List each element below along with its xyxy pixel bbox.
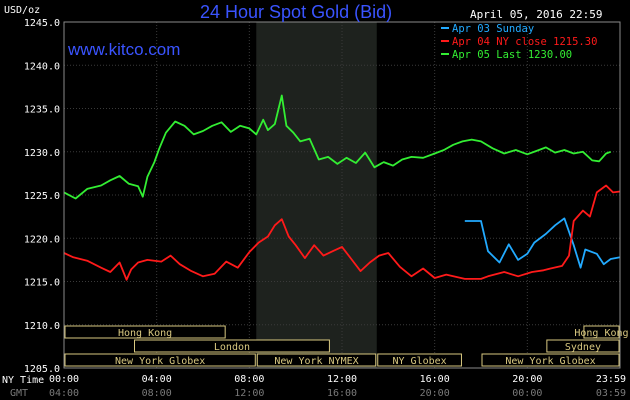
- chart-title: 24 Hour Spot Gold (Bid): [200, 2, 392, 22]
- x-tick-label-gmt: 00:00: [512, 388, 542, 399]
- x-tick-label-gmt: 16:00: [327, 388, 357, 399]
- y-tick-label: 1240.0: [24, 61, 60, 72]
- x-tick-label-gmt: 08:00: [142, 388, 172, 399]
- x-tick-label-ny: 08:00: [234, 374, 264, 385]
- series-line-0: [464, 217, 621, 269]
- y-tick-label: 1220.0: [24, 234, 60, 245]
- legend-entry: Apr 04 NY close 1215.30: [452, 36, 597, 48]
- session-label: New York NYMEX: [274, 356, 358, 367]
- date-stamp: April 05, 2016 22:59: [470, 8, 602, 21]
- x-row-label-ny: NY Time: [2, 375, 44, 386]
- x-tick-label-ny: 00:00: [49, 374, 79, 385]
- y-tick-label: 1210.0: [24, 321, 60, 332]
- session-box: [546, 339, 620, 353]
- session-label: Hong Kong: [118, 328, 172, 339]
- y-tick-label: 1245.0: [24, 18, 60, 29]
- x-tick-label-gmt: 12:00: [234, 388, 264, 399]
- x-tick-label-gmt: 04:00: [49, 388, 79, 399]
- session-box: [481, 353, 620, 367]
- site-watermark: www.kitco.com: [67, 40, 180, 59]
- y-tick-label: 1230.0: [24, 148, 60, 159]
- session-box: [64, 325, 226, 339]
- session-label: Sydney: [565, 342, 601, 353]
- session-label: Hong Kong: [574, 328, 628, 339]
- legend-entry: Apr 05 Last 1230.00: [452, 49, 572, 61]
- session-box: [134, 339, 330, 353]
- session-box: [583, 325, 620, 339]
- x-tick-label-gmt: 20:00: [420, 388, 450, 399]
- x-tick-label-ny: 16:00: [420, 374, 450, 385]
- x-row-label-gmt: GMT: [10, 388, 28, 399]
- session-label: London: [214, 342, 250, 353]
- legend-entry: Apr 03 Sunday: [452, 23, 534, 35]
- x-tick-label-ny: 04:00: [142, 374, 172, 385]
- y-unit-label: USD/oz: [4, 5, 40, 16]
- plot-frame: [63, 21, 621, 369]
- x-tick-label-gmt: 03:59: [596, 388, 626, 399]
- y-tick-label: 1215.0: [24, 278, 60, 289]
- x-tick-label-ny: 23:59: [596, 374, 626, 385]
- session-label: NY Globex: [393, 356, 447, 367]
- session-box: [256, 353, 377, 367]
- session-box: [64, 353, 256, 367]
- y-tick-label: 1205.0: [24, 364, 60, 375]
- session-box: [377, 353, 462, 367]
- series-line-2: [63, 94, 612, 200]
- session-label: New York Globex: [115, 356, 205, 367]
- x-tick-label-ny: 20:00: [512, 374, 542, 385]
- session-label: New York Globex: [505, 356, 595, 367]
- series-line-1: [63, 184, 621, 281]
- x-tick-label-ny: 12:00: [327, 374, 357, 385]
- y-tick-label: 1225.0: [24, 191, 60, 202]
- y-tick-label: 1235.0: [24, 105, 60, 116]
